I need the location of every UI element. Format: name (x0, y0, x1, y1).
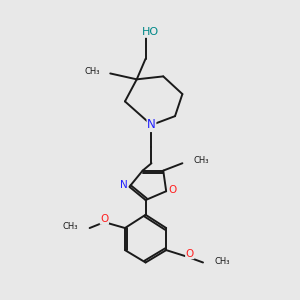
Text: O: O (100, 214, 109, 224)
Text: N: N (120, 180, 128, 190)
Text: CH₃: CH₃ (84, 68, 100, 76)
Text: O: O (168, 185, 176, 195)
Text: CH₃: CH₃ (214, 256, 230, 266)
Text: HO: HO (141, 27, 159, 37)
Text: O: O (186, 249, 194, 259)
Text: CH₃: CH₃ (63, 222, 79, 231)
Text: N: N (147, 118, 156, 131)
Text: CH₃: CH₃ (194, 156, 209, 165)
